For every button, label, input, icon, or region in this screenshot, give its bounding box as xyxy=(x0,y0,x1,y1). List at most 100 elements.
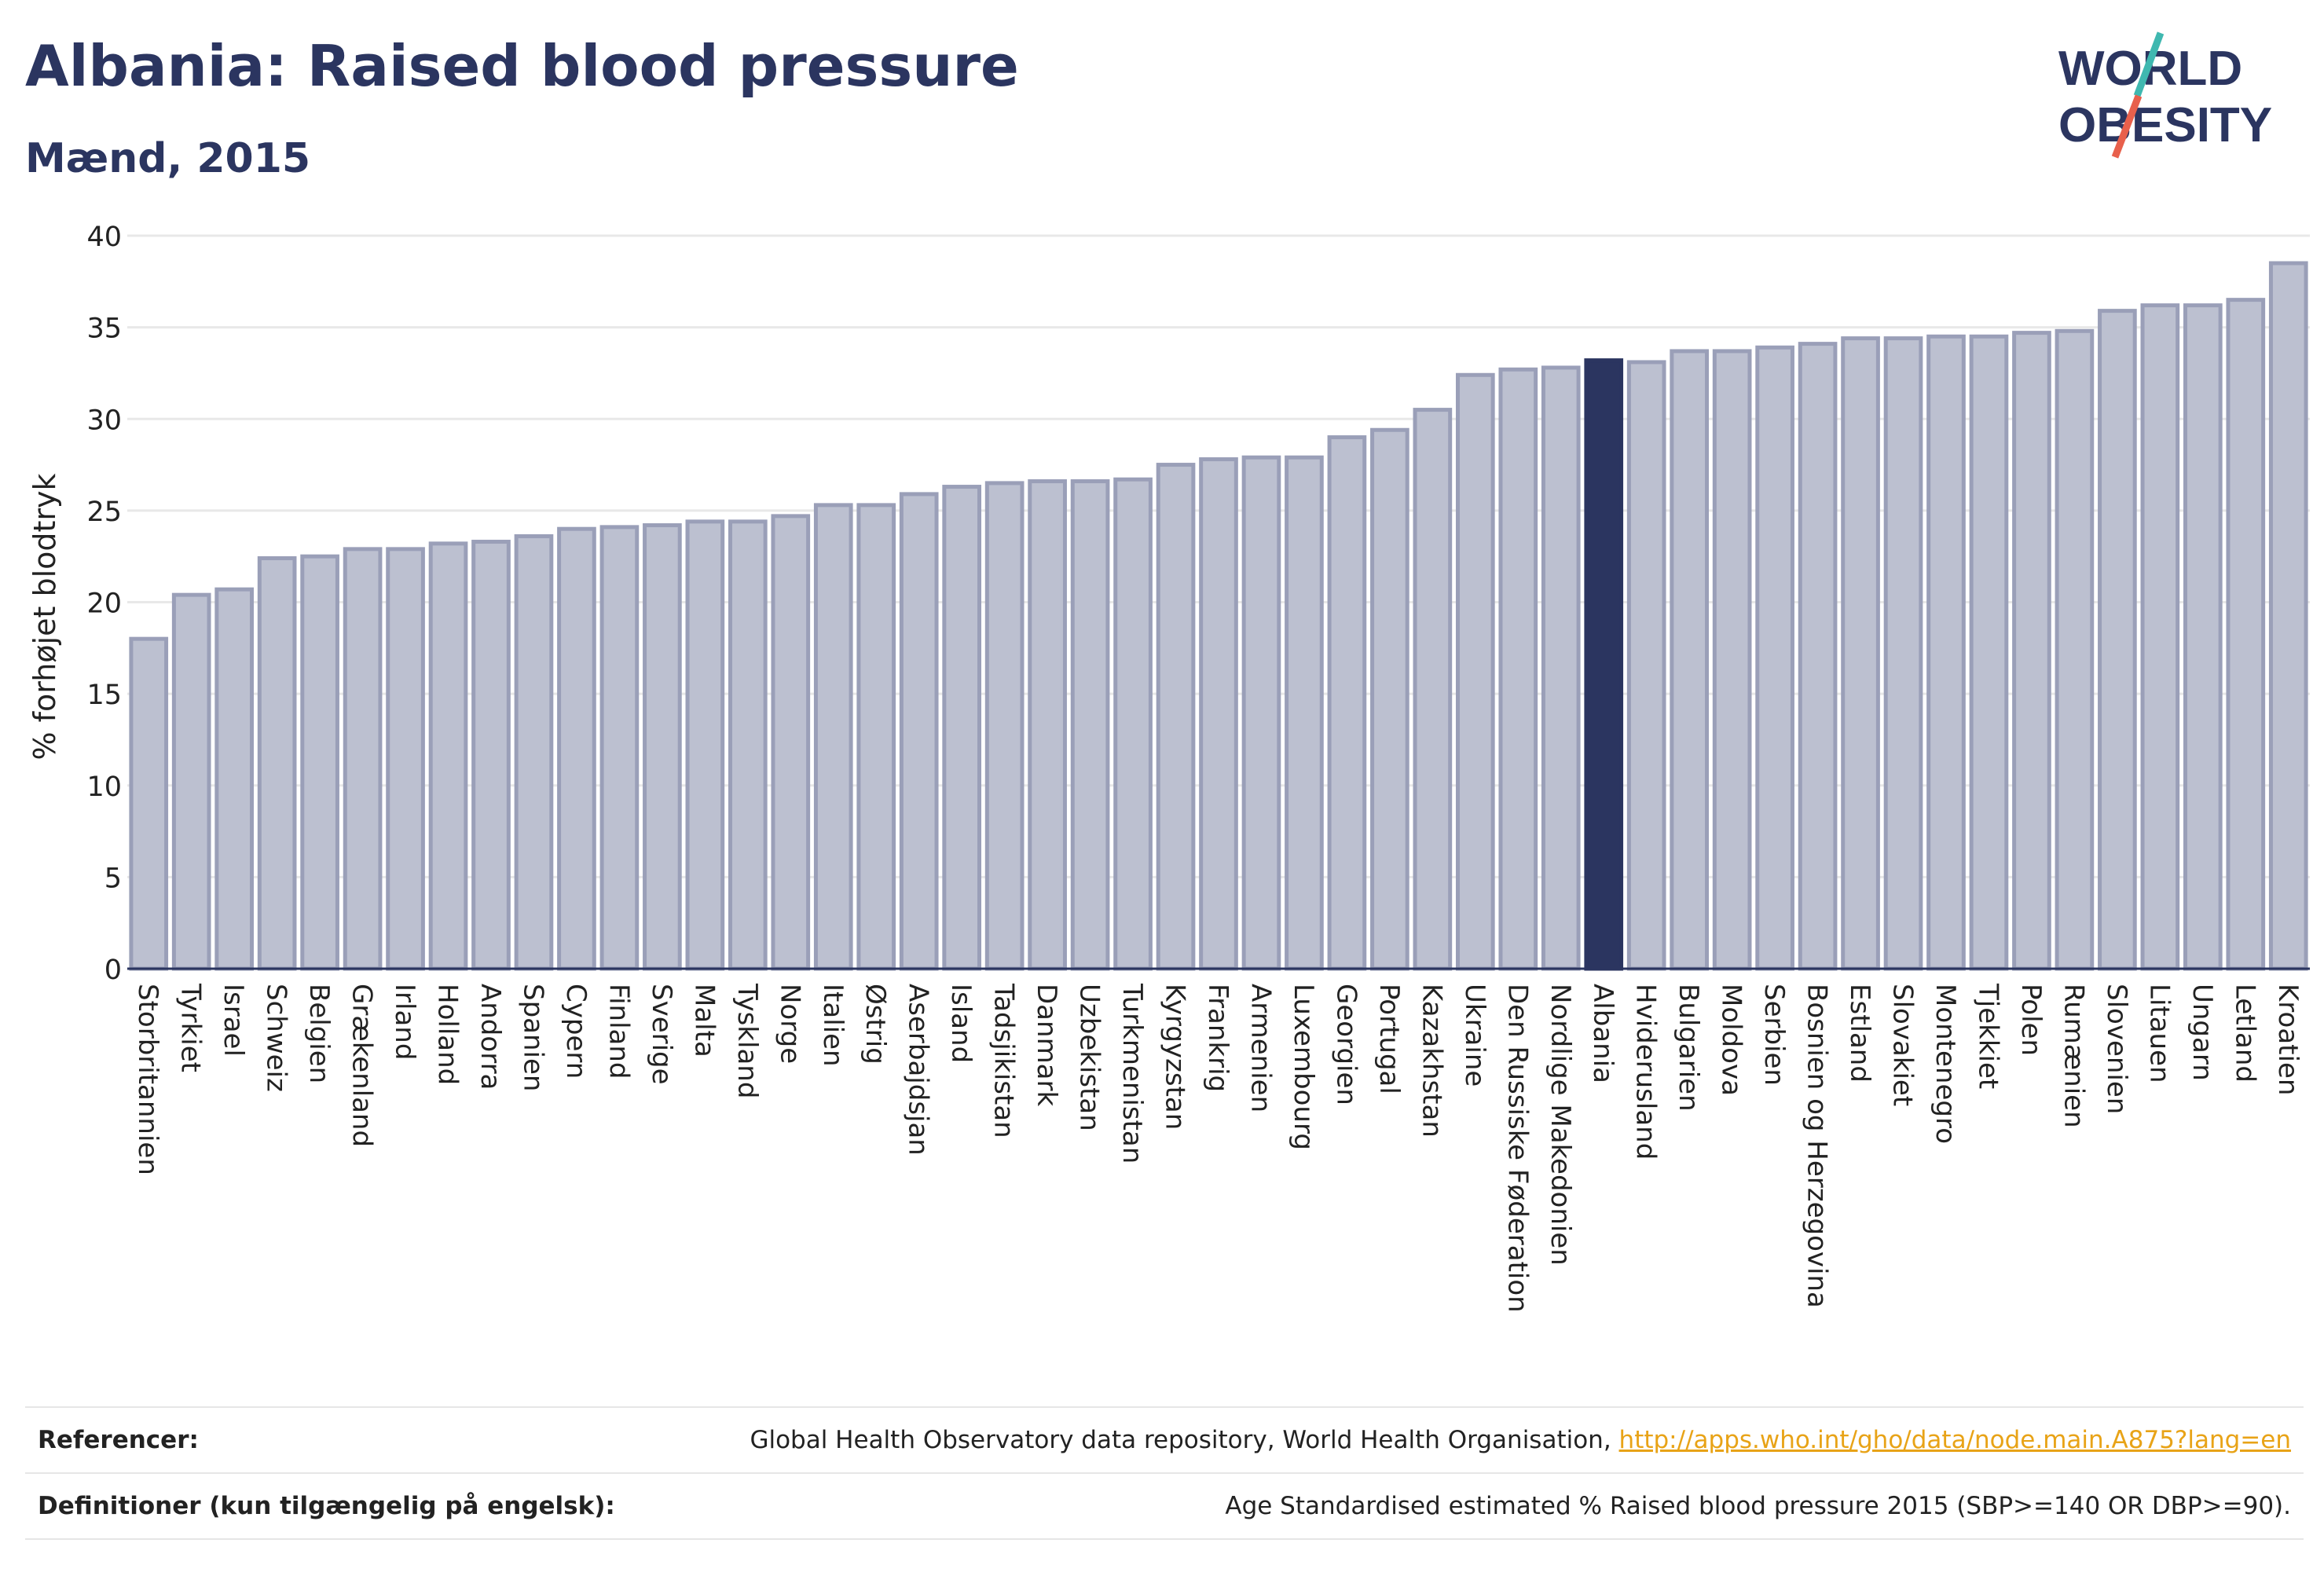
bar[interactable] xyxy=(1926,334,1966,971)
bar[interactable] xyxy=(1156,463,1196,971)
bar[interactable] xyxy=(1370,427,1409,971)
bar[interactable] xyxy=(1498,367,1538,971)
bar[interactable] xyxy=(1670,349,1710,971)
y-tick-label: 5 xyxy=(104,863,122,894)
bar[interactable] xyxy=(386,547,425,971)
bar[interactable] xyxy=(2226,298,2266,971)
bar[interactable] xyxy=(214,587,255,971)
bar[interactable] xyxy=(1241,455,1281,971)
y-tick-label: 25 xyxy=(86,497,122,528)
bar[interactable] xyxy=(129,636,169,971)
x-tick-label: Den Russiske Føderation xyxy=(1501,984,1533,1313)
bar[interactable] xyxy=(899,492,939,971)
bar[interactable] xyxy=(1798,342,1838,971)
definitions-row: Definitioner (kun tilgængelig på engelsk… xyxy=(25,1472,2304,1540)
x-tick-label: Aserbajdsjan xyxy=(903,984,934,1156)
y-tick-label: 15 xyxy=(86,680,122,711)
x-tick-label: Nordlige Makedonien xyxy=(1545,984,1576,1266)
bar-highlight[interactable] xyxy=(1584,358,1624,971)
x-tick-label: Montenegro xyxy=(1930,984,1961,1144)
bar[interactable] xyxy=(1883,336,1923,971)
references-value: Global Health Observatory data repositor… xyxy=(750,1408,2291,1472)
bar[interactable] xyxy=(643,523,682,971)
x-tick-label: Kyrgyzstan xyxy=(1160,984,1191,1130)
bar[interactable] xyxy=(257,556,297,971)
bar[interactable] xyxy=(1113,477,1153,971)
bar[interactable] xyxy=(856,503,896,971)
definitions-value: Age Standardised estimated % Raised bloo… xyxy=(1225,1492,2291,1520)
x-tick-label: Polen xyxy=(2015,984,2047,1056)
x-tick-label: Hviderusland xyxy=(1630,984,1662,1160)
y-tick-label: 35 xyxy=(86,313,122,345)
x-tick-label: Rumænien xyxy=(2058,984,2089,1128)
references-link[interactable]: http://apps.who.int/gho/data/node.main.A… xyxy=(1618,1426,2291,1454)
bar[interactable] xyxy=(1541,365,1581,971)
bars xyxy=(127,261,2310,971)
x-tick-label: Moldova xyxy=(1716,984,1747,1096)
x-tick-label: Israel xyxy=(218,984,249,1057)
bar[interactable] xyxy=(942,485,982,971)
x-tick-label: Andorra xyxy=(475,984,506,1090)
bar[interactable] xyxy=(1285,455,1324,971)
bar-chart: 0 5 10 15 20 25 30 35 40 Storbritannien Tyrkiet Is… xyxy=(27,222,2310,1313)
logo-line-obesity: OBESITY xyxy=(2058,98,2272,152)
x-tick-label: Serbien xyxy=(1758,984,1790,1086)
y-axis-ticks: 0 5 10 15 20 25 30 35 40 xyxy=(86,222,122,986)
bar[interactable] xyxy=(771,514,811,971)
x-tick-label: Finland xyxy=(603,984,634,1079)
y-tick-label: 0 xyxy=(104,955,122,986)
x-tick-label: Danmark xyxy=(1031,984,1062,1106)
world-obesity-logo[interactable]: WORLD OBESITY xyxy=(2043,31,2310,173)
x-tick-label: Uzbekistan xyxy=(1074,984,1105,1131)
x-tick-label: Grækenland xyxy=(346,984,378,1147)
bar[interactable] xyxy=(1841,336,1880,971)
x-tick-label: Turkmenistan xyxy=(1116,983,1148,1164)
references-table: Referencer: Global Health Observatory da… xyxy=(25,1406,2304,1540)
bar[interactable] xyxy=(728,519,768,971)
bar[interactable] xyxy=(1199,457,1238,971)
bar[interactable] xyxy=(2268,261,2308,971)
bar[interactable] xyxy=(300,554,339,971)
x-tick-label: Spanien xyxy=(517,984,548,1091)
logo-slash-bottom xyxy=(2111,94,2143,159)
y-tick-label: 10 xyxy=(86,772,122,803)
bar[interactable] xyxy=(471,540,511,971)
bar[interactable] xyxy=(428,541,468,971)
references-text: Global Health Observatory data repositor… xyxy=(750,1426,1619,1454)
bar[interactable] xyxy=(685,519,725,971)
bar[interactable] xyxy=(1969,334,2009,971)
x-tick-label: Sverige xyxy=(646,984,677,1085)
bar[interactable] xyxy=(1455,372,1495,971)
x-tick-label: Tadsjikistan xyxy=(988,983,1020,1138)
definitions-label: Definitioner (kun tilgængelig på engelsk… xyxy=(38,1492,615,1520)
x-tick-label: Kroatien xyxy=(2272,984,2304,1095)
bar[interactable] xyxy=(1413,408,1453,971)
bar[interactable] xyxy=(599,525,640,971)
bar[interactable] xyxy=(1712,349,1752,971)
bar[interactable] xyxy=(2183,303,2223,971)
bar[interactable] xyxy=(1327,435,1367,971)
bar[interactable] xyxy=(171,592,211,971)
x-tick-label: Storbritannien xyxy=(132,984,163,1175)
bar[interactable] xyxy=(1070,479,1110,971)
x-tick-label: Kazakhstan xyxy=(1416,984,1447,1138)
bar[interactable] xyxy=(343,547,383,971)
x-tick-label: Tyskland xyxy=(731,983,763,1098)
bar[interactable] xyxy=(984,481,1025,971)
bar[interactable] xyxy=(514,534,554,971)
bar[interactable] xyxy=(813,503,853,971)
x-tick-label: Portugal xyxy=(1373,984,1405,1094)
page-subtitle: Mænd, 2015 xyxy=(25,135,311,182)
bar[interactable] xyxy=(1755,345,1794,971)
x-tick-label: Cypern xyxy=(560,984,592,1079)
bar[interactable] xyxy=(2140,303,2180,971)
bar[interactable] xyxy=(557,526,596,971)
bar[interactable] xyxy=(2098,309,2137,971)
references-label: Referencer: xyxy=(38,1426,199,1454)
bar[interactable] xyxy=(2012,331,2051,971)
bar[interactable] xyxy=(2055,328,2095,971)
bar[interactable] xyxy=(1626,360,1666,971)
y-tick-label: 20 xyxy=(86,588,122,620)
x-tick-label: Ungarn xyxy=(2187,984,2218,1081)
bar[interactable] xyxy=(1028,479,1067,971)
